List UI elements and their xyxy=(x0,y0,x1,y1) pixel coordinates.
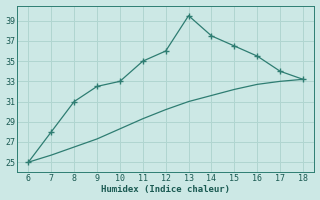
X-axis label: Humidex (Indice chaleur): Humidex (Indice chaleur) xyxy=(101,185,230,194)
